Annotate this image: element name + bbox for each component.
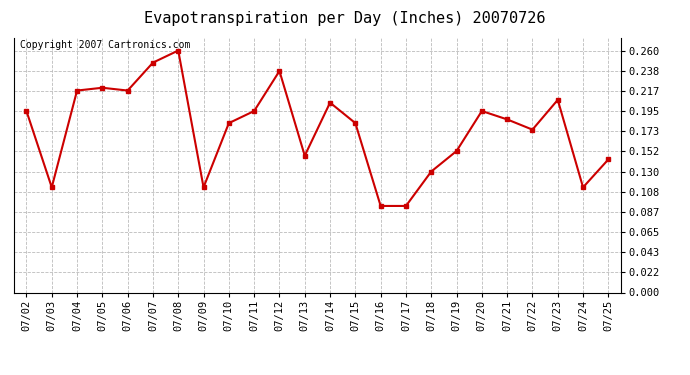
Text: Copyright 2007 Cartronics.com: Copyright 2007 Cartronics.com: [20, 40, 190, 50]
Text: Evapotranspiration per Day (Inches) 20070726: Evapotranspiration per Day (Inches) 2007…: [144, 11, 546, 26]
